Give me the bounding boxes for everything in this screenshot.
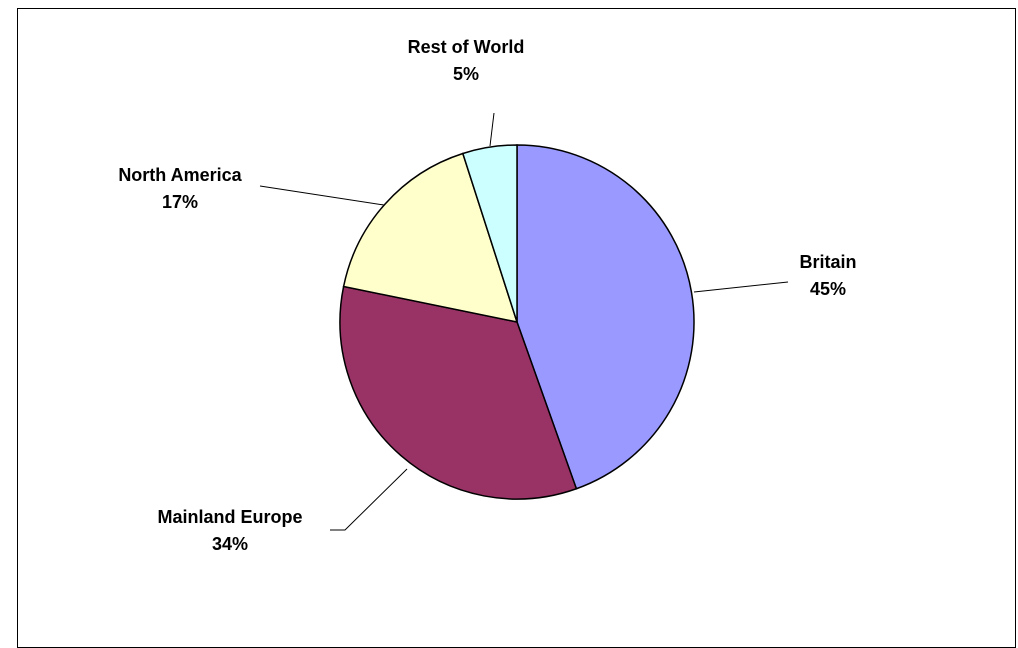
leader-line	[693, 281, 789, 293]
slice-category-label: North America	[118, 165, 242, 185]
pie-slices	[339, 144, 695, 500]
slice-category-label: Britain	[799, 252, 856, 272]
pie-slice-north-america	[342, 152, 519, 323]
leader-line	[489, 112, 495, 147]
slice-category-label: Mainland Europe	[157, 507, 302, 527]
slice-value-label: 45%	[810, 279, 846, 299]
slice-labels: Britain 45% Mainland Europe 34% North Americ…	[118, 37, 856, 554]
leader-line	[330, 468, 408, 531]
slice-value-label: 34%	[212, 534, 248, 554]
leader-lines	[259, 112, 789, 531]
slice-value-label: 17%	[162, 192, 198, 212]
slice-value-label: 5%	[453, 64, 479, 84]
pie-slice-britain	[516, 144, 695, 490]
slice-category-label: Rest of World	[408, 37, 525, 57]
pie-slice-rest-of-world	[461, 144, 518, 323]
leader-line	[259, 185, 385, 206]
pie-slice-mainland-europe	[339, 285, 578, 500]
pie-chart: Britain 45% Mainland Europe 34% North Americ…	[118, 37, 856, 554]
